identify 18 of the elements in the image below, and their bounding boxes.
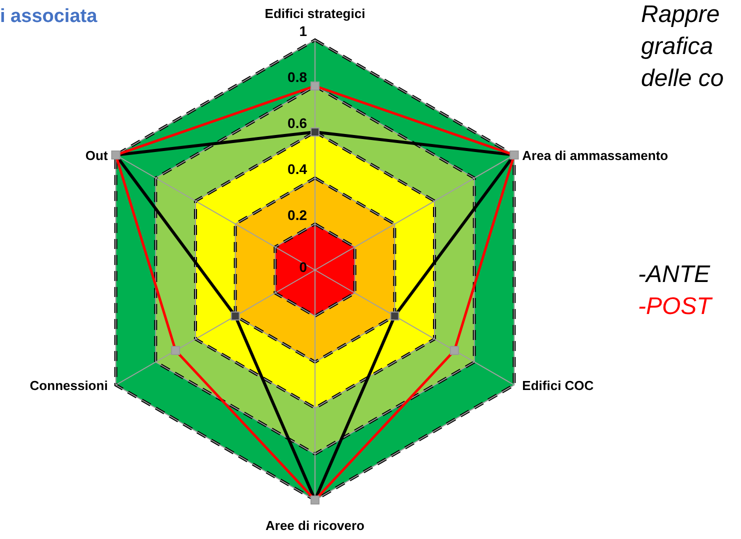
y-tick-label: 0.8 bbox=[288, 69, 308, 85]
spoke-label: Area di ammassamento bbox=[522, 148, 668, 163]
y-tick-label: 0.2 bbox=[288, 207, 308, 223]
spoke-label: Out bbox=[85, 148, 108, 163]
spoke-label: Edifici strategici bbox=[264, 6, 366, 21]
spoke-label: Aree di ricovero bbox=[266, 518, 365, 533]
text: delle co bbox=[641, 65, 724, 92]
y-tick-label: 1 bbox=[299, 23, 308, 39]
y-tick-label: 0 bbox=[299, 259, 308, 275]
text: -POST bbox=[638, 293, 714, 320]
chart-title: i associata bbox=[0, 6, 98, 27]
spoke-label: Edifici COC bbox=[522, 378, 594, 393]
spoke-label: Connessioni bbox=[30, 378, 108, 393]
text: Rappre bbox=[641, 1, 720, 28]
y-tick-label: 0.4 bbox=[288, 161, 308, 177]
text: grafica bbox=[641, 33, 714, 60]
y-tick-label: 0.6 bbox=[288, 115, 308, 131]
text: -ANTE bbox=[638, 261, 711, 288]
